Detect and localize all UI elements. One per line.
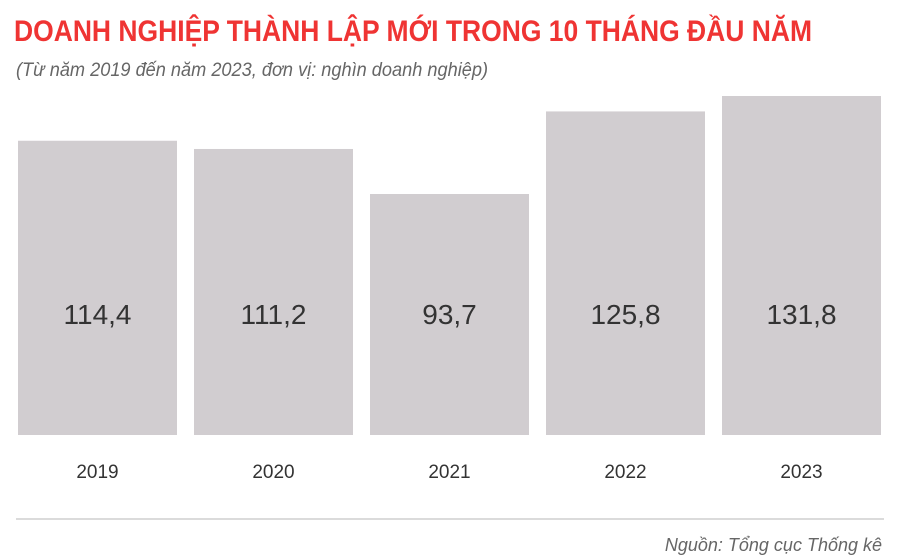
x-tick-label: 2022 (604, 462, 646, 483)
bar-2019 (18, 140, 177, 436)
value-label: 111,2 (241, 299, 307, 330)
bar-2023 (722, 96, 881, 435)
source-note: Nguồn: Tổng cục Thống kê (665, 535, 882, 555)
bar-2020 (194, 148, 353, 435)
value-label: 114,4 (64, 299, 132, 330)
x-tick-label: 2021 (428, 462, 470, 483)
x-tick-label: 2020 (252, 462, 294, 483)
bar-2021 (370, 193, 529, 435)
value-label: 93,7 (422, 299, 477, 330)
chart-title: DOANH NGHIỆP THÀNH LẬP MỚI TRONG 10 THÁN… (14, 14, 812, 48)
value-label: 131,8 (766, 299, 836, 330)
chart-subtitle: (Từ năm 2019 đến năm 2023, đơn vị: nghìn… (16, 60, 488, 81)
value-label: 125,8 (590, 299, 660, 330)
x-tick-label: 2023 (780, 462, 822, 483)
x-tick-label: 2019 (76, 462, 118, 483)
bar-2022 (546, 111, 705, 436)
